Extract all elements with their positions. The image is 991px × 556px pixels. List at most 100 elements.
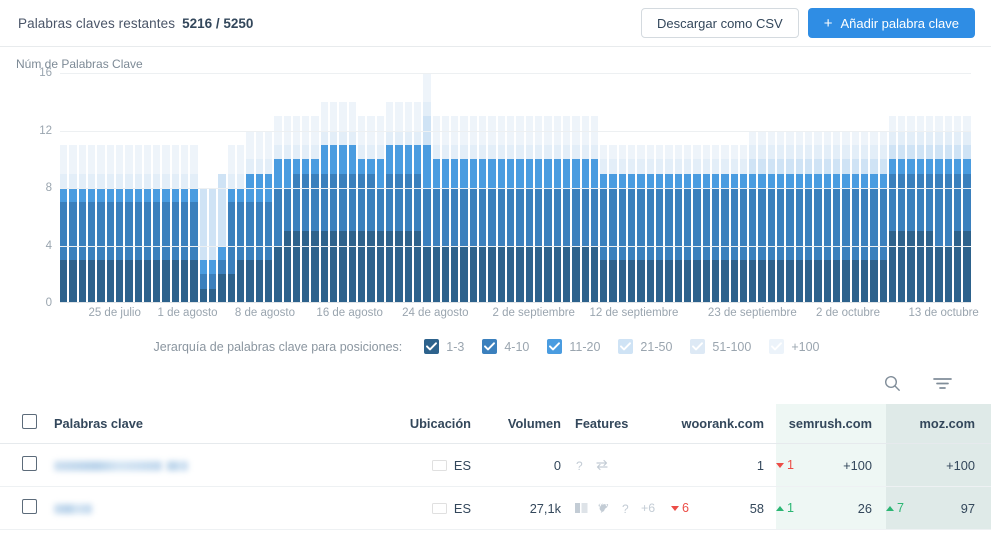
chart-bar[interactable] [385,73,394,303]
chart-bar[interactable] [823,73,831,303]
legend-item-51-100[interactable]: 51-100 [690,339,751,354]
chart-bar[interactable] [60,73,68,303]
chart-bar[interactable] [674,73,682,303]
table-row[interactable]: ES 27,1k “”? +6 6 58 1 26 7 97 [0,486,991,530]
chart-bar[interactable] [218,73,226,303]
chart-bar[interactable] [190,73,198,303]
chart-bar[interactable] [907,73,915,303]
legend-item-4-10[interactable]: 4-10 [482,339,529,354]
header-features[interactable]: Features [561,404,671,444]
chart-bar[interactable] [320,73,329,303]
chart-bar[interactable] [888,73,897,303]
chart-bar[interactable] [348,73,356,303]
swap-icon[interactable] [595,459,609,471]
chart-bar[interactable] [683,73,692,303]
download-csv-button[interactable]: Descargar como CSV [640,8,799,38]
header-volume[interactable]: Volumen [471,404,561,444]
chart-bar[interactable] [153,73,161,303]
legend-item-11-20[interactable]: 11-20 [547,339,600,354]
chart-bar[interactable] [227,73,235,303]
chart-bar[interactable] [637,73,645,303]
chart-bar[interactable] [730,73,738,303]
legend-checkbox[interactable] [547,339,563,354]
chart-bar[interactable] [944,73,952,303]
chart-bar[interactable] [236,73,245,303]
filter-icon[interactable] [931,372,953,394]
chart-bar[interactable] [693,73,701,303]
chart-bar[interactable] [199,73,207,303]
chart-bar[interactable] [162,73,170,303]
chart-bar[interactable] [97,73,105,303]
chart-bar[interactable] [395,73,403,303]
chart-bar[interactable] [404,73,412,303]
chart-bar[interactable] [656,73,664,303]
chart-bar[interactable] [916,73,925,303]
row-checkbox[interactable] [22,499,37,514]
chart-bar[interactable] [600,73,608,303]
chart-bar[interactable] [870,73,878,303]
chart-bar[interactable] [181,73,189,303]
features-more-count[interactable]: +6 [641,501,656,515]
chart-bar[interactable] [618,73,627,303]
legend-checkbox[interactable] [424,339,440,354]
chart-bar[interactable] [171,73,180,303]
chart-bar[interactable] [786,73,794,303]
chart-bar[interactable] [106,73,114,303]
chart-bar[interactable] [702,73,710,303]
chart-bar[interactable] [758,73,766,303]
table-row[interactable]: ES 0? 1 1 +100 +100 [0,443,991,487]
chart-bar[interactable] [860,73,869,303]
chart-bar[interactable] [609,73,617,303]
legend-item-1-3[interactable]: 1-3 [424,339,464,354]
chart-bar[interactable] [832,73,841,303]
row-checkbox[interactable] [22,456,37,471]
legend-checkbox[interactable] [618,339,634,354]
keyword-cell[interactable] [54,443,381,487]
question-icon[interactable]: ? [575,459,586,472]
header-keyword[interactable]: Palabras clave [54,404,381,444]
chart-bar[interactable] [711,73,720,303]
chart-bar[interactable] [898,73,906,303]
chart-bar[interactable] [115,73,124,303]
keyword-cell[interactable] [54,486,381,530]
chart-bar[interactable] [339,73,347,303]
chart-bar[interactable] [767,73,776,303]
chart-bar[interactable] [814,73,822,303]
chart-bar[interactable] [851,73,859,303]
image-pack-icon[interactable] [575,502,589,514]
chart-bar[interactable] [143,73,152,303]
chart-bar[interactable] [413,73,422,303]
legend-checkbox[interactable] [690,339,706,354]
reviews-icon[interactable]: “” [598,502,612,514]
header-domain-moz[interactable]: moz.com [886,404,991,444]
chart-bar[interactable] [125,73,133,303]
header-domain-woorank[interactable]: woorank.com [671,404,776,444]
search-icon[interactable] [881,372,903,394]
chart-bar[interactable] [963,73,971,303]
legend-item-21-50[interactable]: 21-50 [618,339,672,354]
chart-bar[interactable] [795,73,803,303]
chart-bar[interactable] [721,73,729,303]
chart-bar[interactable] [777,73,785,303]
chart-bar[interactable] [69,73,77,303]
chart-bar[interactable] [935,73,943,303]
legend-checkbox[interactable] [769,339,785,354]
chart-bar[interactable] [646,73,654,303]
select-all-checkbox[interactable] [22,414,37,429]
chart-bar[interactable] [87,73,96,303]
chart-bar[interactable] [749,73,757,303]
add-keyword-button[interactable]: + Añadir palabra clave [807,8,975,38]
chart-bar[interactable] [739,73,748,303]
question-icon[interactable]: ? [621,502,632,515]
header-location[interactable]: Ubicación [381,404,471,444]
chart-bar[interactable] [330,73,338,303]
chart-bar[interactable] [926,73,934,303]
chart-bar[interactable] [665,73,673,303]
chart-bar[interactable] [134,73,142,303]
chart-bar[interactable] [209,73,217,303]
chart-bar[interactable] [954,73,962,303]
chart-bar[interactable] [805,73,813,303]
chart-bar[interactable] [842,73,850,303]
chart-bar[interactable] [78,73,86,303]
chart-bar[interactable] [628,73,636,303]
